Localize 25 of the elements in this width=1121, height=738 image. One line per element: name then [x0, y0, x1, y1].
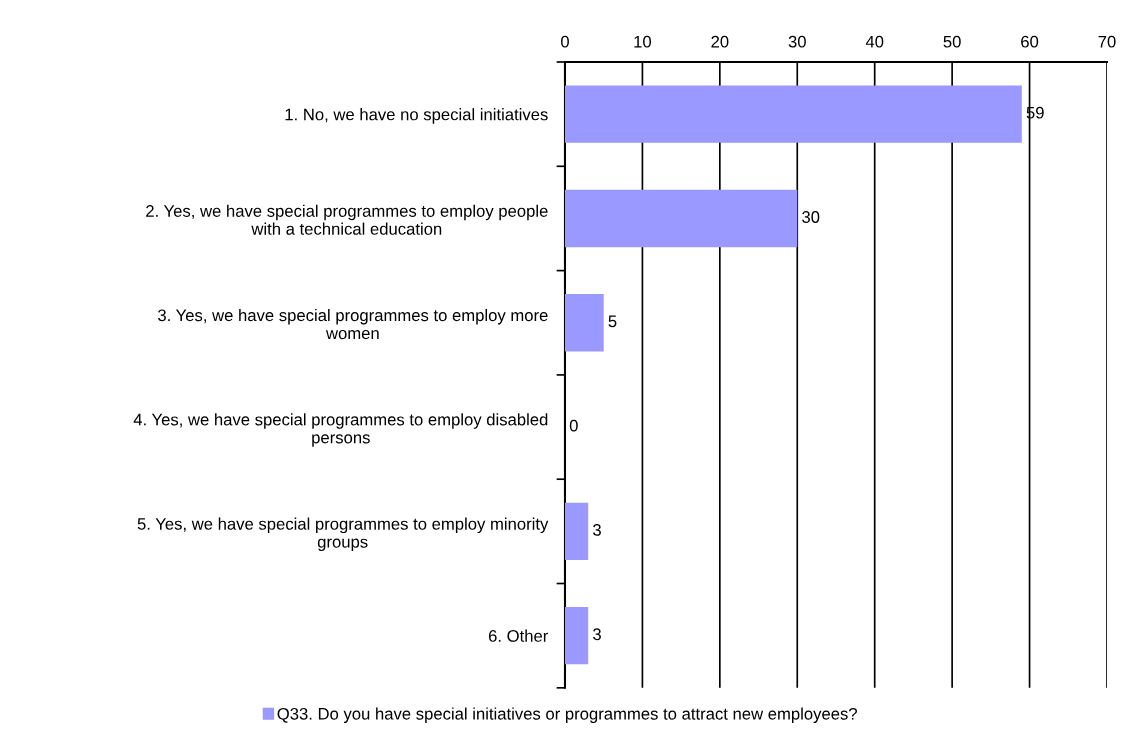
data-label: 5	[608, 315, 617, 328]
bar	[564, 294, 604, 352]
data-label: 3	[593, 628, 601, 641]
x-tick-label: 20	[711, 35, 729, 48]
bar	[564, 606, 589, 665]
x-tick-label: 0	[561, 35, 569, 48]
y-tick-label: 4. Yes, we have special programmes to employ disabled persons	[133, 413, 548, 447]
bar	[564, 189, 798, 248]
x-tick-label: 50	[943, 35, 961, 48]
y-tick-label: 2. Yes, we have special programmes to employ people with a technical education	[146, 204, 548, 235]
legend-label: Q33. Do you have special initiatives or programmes to attract new employees?	[277, 707, 857, 723]
bar	[564, 502, 589, 561]
y-tick-label: 6. Other	[488, 629, 549, 642]
y-tick-label: 3. Yes, we have special programmes to employ more women	[158, 308, 548, 340]
x-tick-label: 60	[1021, 35, 1039, 48]
x-tick-label: 70	[1098, 35, 1116, 48]
bar	[564, 85, 1022, 143]
data-label: 30	[802, 211, 820, 223]
x-tick-label: 30	[788, 35, 806, 48]
y-tick-label: 5. Yes, we have special programmes to employ minority groups	[137, 517, 549, 552]
x-tick-label: 40	[865, 35, 884, 48]
y-tick-label: 1. No, we have no special initiatives	[285, 108, 548, 124]
x-tick-label: 10	[634, 35, 652, 48]
data-label: 3	[593, 524, 601, 536]
data-label: 0	[569, 419, 578, 432]
